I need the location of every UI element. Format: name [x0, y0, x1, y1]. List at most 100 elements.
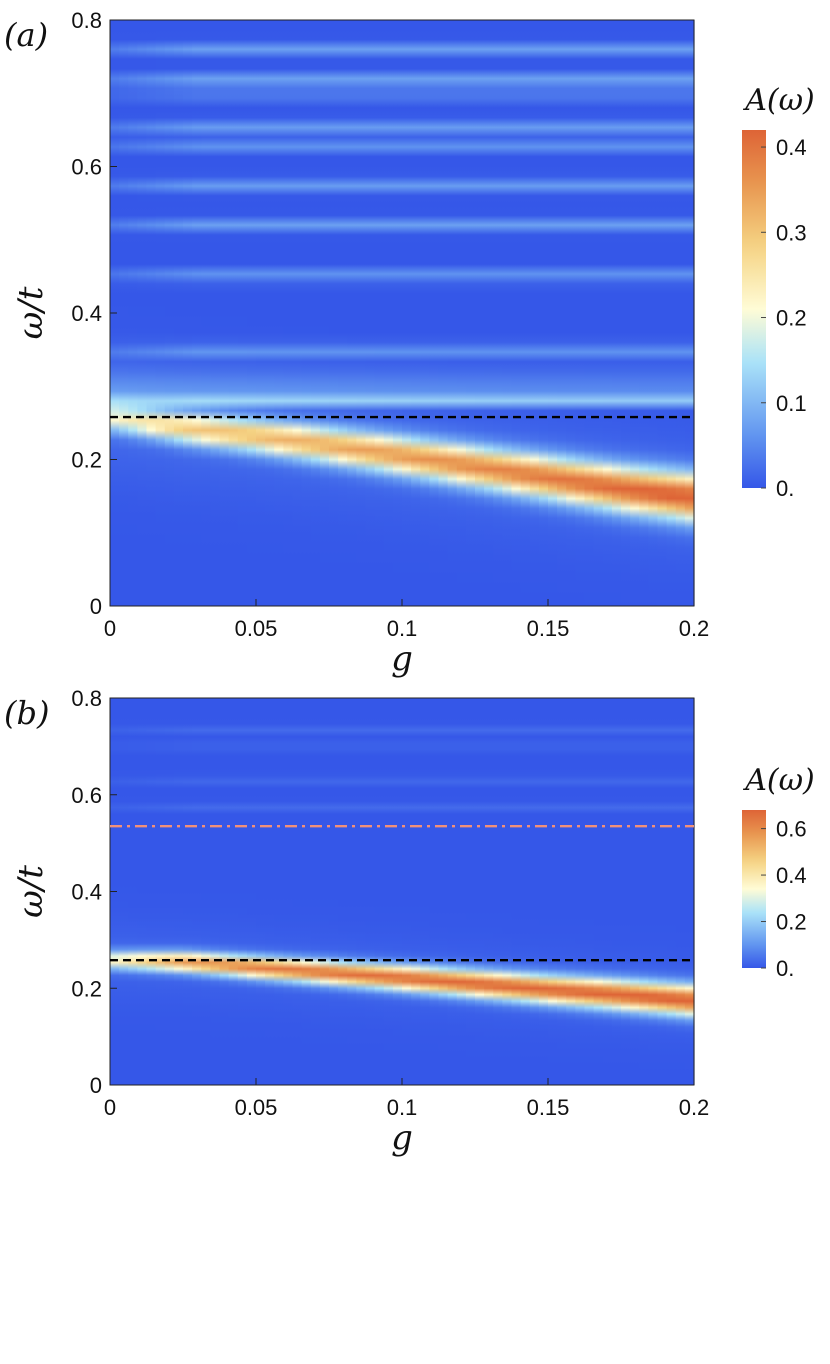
heatmap-column [310, 20, 321, 606]
heatmap-column [201, 698, 211, 1085]
y-tick-label: 0.8 [71, 686, 102, 711]
heatmap-column [137, 698, 148, 1085]
colorbar [742, 130, 766, 488]
x-tick-label: 0 [104, 1095, 116, 1120]
heatmap-column [529, 698, 540, 1085]
heatmap-column [128, 698, 138, 1085]
x-tick-label: 0 [104, 616, 116, 641]
x-axis-label: g [391, 1118, 413, 1158]
y-tick-label: 0.4 [71, 880, 102, 905]
colorbar-tick-label: 0.2 [776, 910, 807, 935]
heatmap-column [611, 20, 622, 606]
y-tick-label: 0.2 [71, 976, 102, 1001]
heatmap-column [329, 698, 339, 1085]
heatmap-column [666, 20, 677, 606]
heatmap-column [438, 20, 449, 606]
heatmap-column [447, 20, 458, 606]
heatmap-column [356, 698, 367, 1085]
y-tick-label: 0.2 [71, 448, 102, 473]
heatmap-column [392, 698, 403, 1085]
chart-panel-a: 0 0.05 0.1 0.15 0.2 0 0.2 0.4 0.6 0.8 g ω/t (a) A(ω) 0… [4, 8, 815, 679]
heatmap-column [621, 20, 631, 606]
heatmap-column [657, 698, 668, 1085]
y-tick-label: 0 [90, 1073, 102, 1098]
colorbar-title: A(ω) [742, 83, 815, 118]
heatmap-column [265, 698, 275, 1085]
heatmap-column [383, 20, 394, 606]
heatmap-column [593, 20, 604, 606]
heatmap-column [465, 698, 476, 1085]
y-tick-label: 0 [90, 594, 102, 619]
heatmap-column [429, 698, 440, 1085]
heatmap-column [557, 698, 567, 1085]
heatmap-column [529, 20, 540, 606]
heatmap-column [511, 20, 522, 606]
x-tick-label: 0.2 [679, 1095, 710, 1120]
heatmap-column [119, 20, 129, 606]
heatmap-column [438, 698, 449, 1085]
x-tick-label: 0.15 [527, 616, 570, 641]
heatmap-column [584, 698, 595, 1085]
colorbar-tick-label: 0.3 [776, 220, 807, 245]
heatmap-column [657, 20, 668, 606]
panel-label: (a) [4, 16, 48, 54]
heatmap-column [611, 698, 622, 1085]
x-tick-label: 0.1 [387, 1095, 418, 1120]
heatmap-column [520, 698, 531, 1085]
heatmap-column [338, 20, 348, 606]
heatmap-column [566, 698, 576, 1085]
heatmap-column [538, 20, 549, 606]
heatmap-column [237, 20, 248, 606]
heatmap-column [475, 698, 485, 1085]
heatmap-column [639, 698, 649, 1085]
heatmap-column [575, 20, 586, 606]
heatmap-column [374, 20, 385, 606]
y-tick-label: 0.6 [71, 155, 102, 180]
heatmap-column [630, 698, 640, 1085]
heatmap-column [292, 698, 303, 1085]
heatmap-column [402, 20, 412, 606]
heatmap-column [283, 20, 294, 606]
heatmap-column [228, 20, 239, 606]
heatmap-column [475, 20, 485, 606]
heatmap-column [347, 698, 357, 1085]
heatmap-column [274, 698, 284, 1085]
heatmap-column [146, 698, 157, 1085]
heatmap-column [602, 698, 613, 1085]
heatmap-column [283, 698, 294, 1085]
heatmap-column [164, 698, 175, 1085]
heatmap-column [447, 698, 458, 1085]
colorbar [742, 810, 766, 968]
heatmap-column [365, 698, 376, 1085]
heatmap-column [155, 698, 166, 1085]
heatmap-column [164, 20, 175, 606]
chart-panel-b: 0 0.05 0.1 0.15 0.2 0 0.2 0.4 0.6 0.8 g ω/t (b) A(ω) 0… [4, 686, 815, 1158]
heatmap-column [548, 698, 558, 1085]
heatmap-column [402, 698, 412, 1085]
heatmap-column [146, 20, 157, 606]
heatmap-column [219, 20, 230, 606]
heatmap-column [648, 698, 659, 1085]
heatmap-column [465, 20, 476, 606]
heatmap-column [137, 20, 148, 606]
heatmap-column [484, 20, 494, 606]
heatmap-column [274, 20, 284, 606]
heatmap-column [119, 698, 129, 1085]
colorbar-tick-label: 0.2 [776, 306, 807, 331]
heatmap-column [493, 698, 503, 1085]
heatmap-column [411, 698, 421, 1085]
heatmap-column [210, 20, 221, 606]
heatmap-column [356, 20, 367, 606]
heatmap-column [210, 698, 221, 1085]
heatmap-column [630, 20, 640, 606]
heatmap-column [584, 20, 595, 606]
heatmap-column [219, 698, 230, 1085]
heatmap-column [256, 698, 266, 1085]
heatmap-column [502, 698, 513, 1085]
heatmap-column [292, 20, 303, 606]
x-axis-label: g [391, 639, 413, 679]
heatmap-column [675, 20, 686, 606]
heatmap-column [319, 698, 330, 1085]
heatmap-column [237, 698, 248, 1085]
colorbar-title: A(ω) [742, 763, 815, 798]
